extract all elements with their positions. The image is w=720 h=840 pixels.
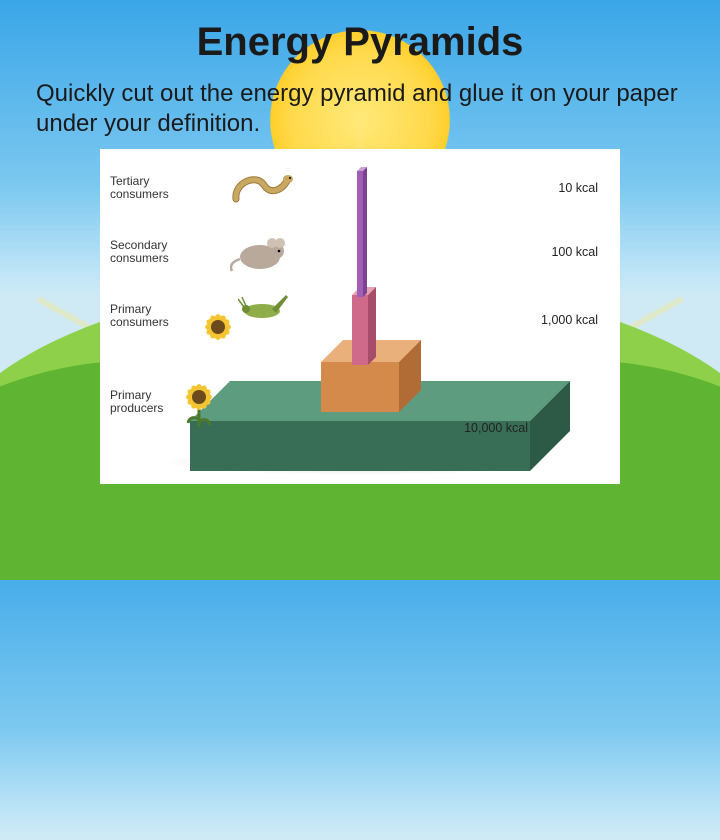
sunflower-bottom-icon	[176, 381, 222, 427]
slide-title: Energy Pyramids	[36, 20, 684, 65]
label-secondary: Secondaryconsumers	[110, 239, 169, 265]
energy-secondary: 100 kcal	[551, 245, 598, 259]
slide-instruction: Quickly cut out the energy pyramid and g…	[36, 79, 684, 139]
energy-primary-c: 1,000 kcal	[541, 313, 598, 327]
energy-tertiary: 10 kcal	[558, 181, 598, 195]
label-producers: Primaryproducers	[110, 389, 163, 415]
mouse-icon	[230, 231, 294, 273]
block-secondary-consumers	[352, 291, 368, 351]
label-primary-c: Primaryconsumers	[110, 303, 169, 329]
energy-pyramid-figure: Tertiaryconsumers Secondaryconsumers Pri…	[100, 149, 620, 484]
block-tertiary-consumers	[357, 169, 363, 291]
label-tertiary: Tertiaryconsumers	[110, 175, 169, 201]
energy-producers: 10,000 kcal	[464, 421, 528, 435]
snake-icon	[230, 165, 294, 209]
sunflower-top-icon	[196, 305, 240, 349]
grasshopper-icon	[238, 291, 290, 325]
